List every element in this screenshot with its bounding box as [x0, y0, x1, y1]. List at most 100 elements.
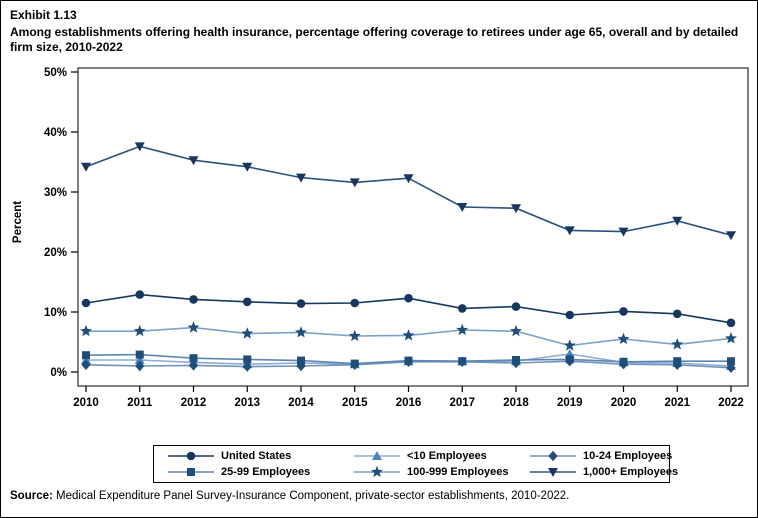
series-5-marker-star: [725, 332, 737, 344]
source-label: Source:: [10, 490, 53, 502]
series-6-marker-triangle-down: [726, 231, 736, 241]
legend-item: 10-24 Employees: [530, 449, 678, 463]
series-6-marker-triangle-down: [564, 226, 575, 236]
x-tick-label: 2020: [611, 397, 637, 409]
x-tick-label: 2018: [503, 397, 529, 409]
series-5-marker-star: [671, 338, 684, 350]
series-1-marker-circle: [511, 302, 521, 311]
series-6-marker-triangle-down: [242, 162, 253, 172]
series-1-marker-circle: [404, 293, 413, 303]
series-6-marker-triangle-down: [672, 216, 683, 226]
series-4-marker-square: [619, 357, 628, 366]
legend-label: 100-999 Employees: [407, 466, 509, 478]
series-4-marker-square: [404, 356, 413, 365]
y-axis-label: Percent: [12, 201, 24, 243]
y-tick-label: 20%: [44, 247, 67, 259]
series-6-marker-triangle-down: [349, 178, 360, 188]
legend-item: <10 Employees: [354, 449, 530, 463]
series-4-marker-square: [673, 357, 682, 366]
series-1-marker-circle: [81, 298, 91, 308]
series-4-marker-square: [458, 357, 467, 366]
series-3-marker-diamond: [242, 361, 252, 372]
series-5-marker-star: [510, 324, 522, 337]
legend-label: <10 Employees: [407, 450, 487, 462]
series-1-marker-circle: [619, 307, 628, 316]
series-5-marker-star: [456, 323, 469, 336]
series-1-marker-circle: [672, 309, 682, 319]
legend-item: 100-999 Employees: [354, 465, 530, 479]
series-1-marker-circle: [135, 290, 145, 299]
series-4-marker-square: [350, 359, 359, 368]
series-1-marker-circle: [242, 297, 252, 307]
series-5-marker-star: [241, 327, 254, 339]
legend-marker-diamond-icon: [530, 450, 576, 462]
series-4-marker-square: [135, 350, 144, 359]
series-4-marker-square: [297, 356, 305, 365]
series-4-marker-square: [189, 354, 198, 363]
y-tick-label: 30%: [44, 187, 67, 199]
series-5-marker-star: [348, 329, 361, 342]
x-tick-label: 2014: [288, 397, 314, 409]
series-2-marker-triangle-up: [134, 355, 145, 364]
series-1-marker-circle: [350, 298, 360, 308]
y-tick-label: 10%: [44, 307, 67, 319]
series-4-marker-square: [243, 355, 252, 364]
series-5-marker-star: [80, 324, 92, 337]
x-tick-label: 2017: [449, 397, 475, 409]
series-5-marker-star: [617, 332, 630, 345]
x-tick-label: 2021: [664, 397, 690, 409]
series-6-marker-triangle-down: [618, 227, 629, 237]
series-6-marker-triangle-down: [457, 203, 468, 212]
series-6-marker-triangle-down: [296, 173, 306, 183]
series-6-marker-triangle-down: [511, 204, 521, 214]
exhibit-number: Exhibit 1.13: [10, 8, 77, 22]
legend-item: United States: [168, 449, 354, 463]
source-text: Medical Expenditure Panel Survey-Insuran…: [52, 490, 570, 502]
exhibit-title: Among establishments offering health ins…: [10, 24, 739, 55]
series-6-marker-triangle-down: [188, 156, 199, 166]
legend-label: 25-99 Employees: [221, 466, 311, 478]
chart-legend: United States <10 Employees 10-24 Employee…: [153, 445, 678, 483]
series-5-marker-star: [187, 321, 200, 333]
series-5-marker-star: [295, 326, 307, 338]
series-1-marker-circle: [726, 318, 736, 328]
series-4-marker-square: [565, 355, 574, 364]
legend-marker-circle-icon: [168, 451, 214, 461]
series-5-marker-star: [563, 339, 576, 351]
x-tick-label: 2013: [234, 397, 260, 409]
x-tick-label: 2022: [718, 397, 744, 409]
series-6-marker-triangle-down: [81, 162, 91, 172]
legend-marker-square-icon: [168, 468, 214, 476]
series-6-marker-triangle-down: [403, 174, 414, 184]
legend-label: United States: [221, 450, 292, 462]
legend-item: 1,000+ Employees: [530, 465, 678, 479]
legend-label: 1,000+ Employees: [583, 466, 679, 478]
legend-marker-triangle-down-icon: [530, 468, 576, 477]
legend-item: 25-99 Employees: [168, 465, 354, 479]
series-5-marker-star: [402, 329, 415, 341]
series-6-marker-triangle-down: [134, 142, 145, 152]
y-tick-label: 0%: [50, 367, 67, 379]
x-tick-label: 2012: [181, 397, 207, 409]
plot-frame: [77, 67, 749, 387]
series-1-marker-circle: [565, 310, 575, 320]
series-2-marker-triangle-up: [81, 355, 91, 364]
x-tick-label: 2011: [127, 397, 153, 409]
x-tick-label: 2010: [73, 397, 99, 409]
legend-marker-star-icon: [354, 465, 400, 478]
series-1-marker-circle: [189, 295, 198, 304]
series-4-marker-square: [82, 351, 90, 360]
y-tick-label: 50%: [44, 67, 67, 79]
series-line-6: [85, 145, 732, 236]
line-chart: 0% 10% 20% 30% 40% 50% Percent 2010 2011 2012 2013…: [12, 67, 749, 409]
series-4-marker-square: [727, 357, 735, 366]
x-tick-label: 2016: [396, 397, 422, 409]
title-block: Exhibit 1.13 Among establishments offeri…: [10, 8, 748, 56]
series-4-marker-square: [512, 356, 520, 364]
series-1-marker-circle: [296, 299, 306, 308]
series-5-marker-star: [133, 324, 146, 337]
series-3-marker-diamond: [188, 360, 199, 371]
y-tick-label: 40%: [44, 127, 67, 139]
series-3-marker-diamond: [81, 359, 91, 370]
